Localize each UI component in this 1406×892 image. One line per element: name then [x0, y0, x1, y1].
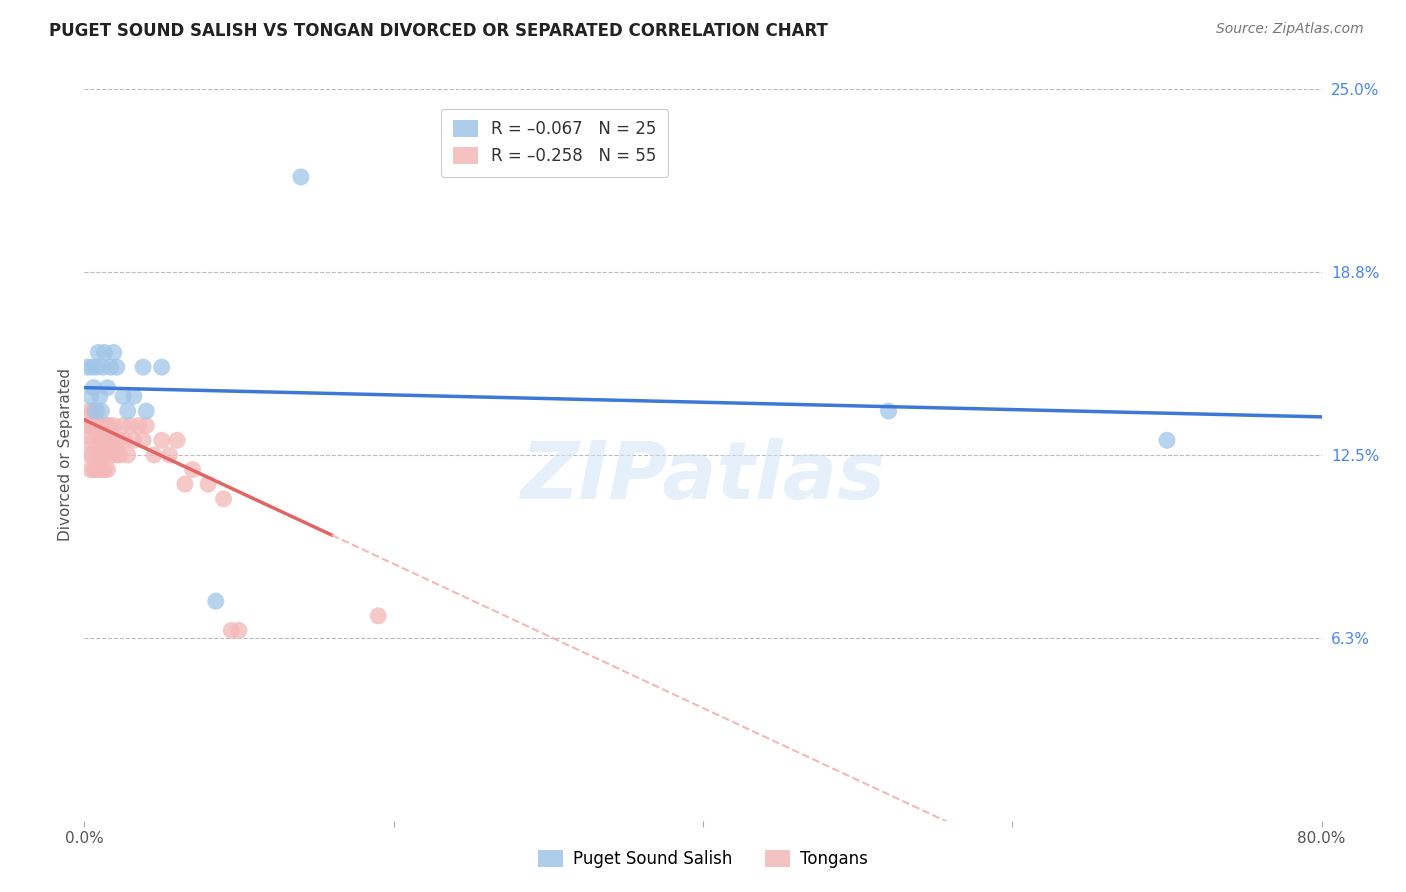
Point	[150, 434, 173, 448]
Point	[82, 404, 104, 418]
Point	[84, 404, 107, 418]
Point	[89, 462, 111, 476]
Point	[98, 448, 121, 462]
Point	[114, 434, 136, 448]
Point	[103, 418, 125, 433]
Point	[212, 491, 235, 506]
Text: PUGET SOUND SALISH VS TONGAN DIVORCED OR SEPARATED CORRELATION CHART: PUGET SOUND SALISH VS TONGAN DIVORCED OR…	[49, 22, 828, 40]
Point	[117, 404, 139, 418]
Y-axis label: Divorced or Separated: Divorced or Separated	[58, 368, 73, 541]
Point	[105, 360, 128, 375]
Point	[91, 360, 114, 375]
Point	[75, 418, 97, 433]
Point	[90, 418, 112, 433]
Point	[96, 462, 118, 476]
Point	[82, 360, 104, 375]
Point	[94, 434, 117, 448]
Point	[77, 404, 100, 418]
Point	[132, 434, 155, 448]
Point	[107, 434, 129, 448]
Point	[367, 608, 389, 623]
Point	[93, 418, 115, 433]
Point	[79, 389, 101, 403]
Point	[89, 389, 111, 403]
Point	[104, 434, 127, 448]
Point	[83, 434, 105, 448]
Point	[86, 404, 108, 418]
Point	[83, 381, 105, 395]
Point	[77, 448, 100, 462]
Point	[143, 448, 166, 462]
Point	[120, 418, 142, 433]
Point	[83, 462, 105, 476]
Point	[103, 345, 125, 359]
Point	[159, 448, 180, 462]
Point	[93, 345, 115, 359]
Point	[89, 434, 111, 448]
Point	[181, 462, 204, 476]
Point	[84, 418, 107, 433]
Point	[205, 594, 228, 608]
Point	[1156, 434, 1178, 448]
Point	[112, 389, 135, 403]
Point	[86, 360, 108, 375]
Point	[90, 404, 112, 418]
Text: ZIPatlas: ZIPatlas	[520, 438, 886, 516]
Point	[877, 404, 900, 418]
Point	[87, 418, 110, 433]
Point	[150, 360, 173, 375]
Point	[79, 418, 101, 433]
Point	[166, 434, 188, 448]
Point	[127, 418, 149, 433]
Text: Source: ZipAtlas.com: Source: ZipAtlas.com	[1216, 22, 1364, 37]
Point	[76, 360, 98, 375]
Point	[82, 448, 104, 462]
Point	[79, 462, 101, 476]
Point	[87, 448, 110, 462]
Point	[91, 448, 114, 462]
Point	[96, 418, 118, 433]
Point	[122, 389, 145, 403]
Legend: R = –0.067   N = 25, R = –0.258   N = 55: R = –0.067 N = 25, R = –0.258 N = 55	[441, 109, 668, 177]
Point	[84, 462, 107, 476]
Point	[98, 418, 121, 433]
Legend: Puget Sound Salish, Tongans: Puget Sound Salish, Tongans	[531, 843, 875, 875]
Point	[290, 169, 312, 184]
Point	[174, 477, 197, 491]
Point	[100, 434, 122, 448]
Point	[135, 404, 157, 418]
Point	[135, 418, 157, 433]
Point	[228, 624, 250, 638]
Point	[76, 434, 98, 448]
Point	[90, 462, 112, 476]
Point	[93, 462, 115, 476]
Point	[108, 448, 131, 462]
Point	[86, 448, 108, 462]
Point	[91, 434, 114, 448]
Point	[96, 381, 118, 395]
Point	[87, 345, 110, 359]
Point	[112, 418, 135, 433]
Point	[105, 448, 128, 462]
Point	[132, 360, 155, 375]
Point	[219, 624, 242, 638]
Point	[122, 434, 145, 448]
Point	[100, 360, 122, 375]
Point	[197, 477, 219, 491]
Point	[117, 448, 139, 462]
Point	[101, 448, 124, 462]
